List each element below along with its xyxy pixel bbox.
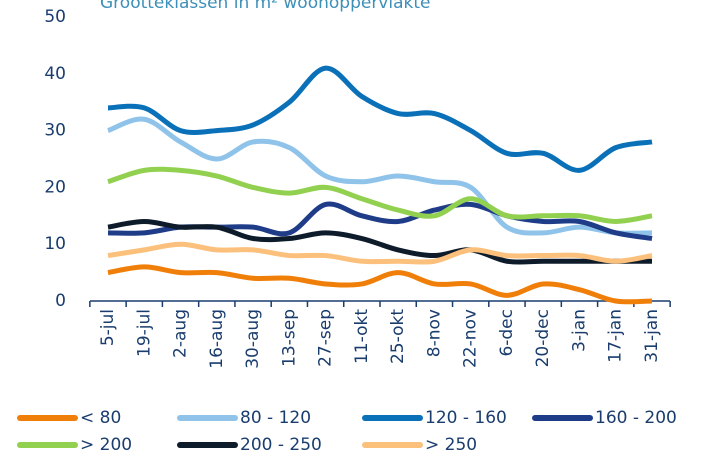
x-tick-label: 30-aug [243,309,263,369]
y-tick-label: 40 [44,64,66,84]
legend-label: 80 - 120 [240,408,311,428]
y-tick-label: 30 [44,121,66,141]
series-line [107,166,653,224]
x-tick-label: 2-aug [171,309,191,358]
chart-title: Grootteklassen in m² woonoppervlakte [100,0,430,13]
legend-label: 120 - 160 [425,408,507,428]
x-tick-label: 16-aug [207,309,227,369]
x-tick-label: 31-jan [642,309,662,363]
series-line [107,264,653,305]
x-tick-label: 25-okt [388,309,408,364]
x-tick-label: 11-okt [352,309,372,364]
x-tick-label: 5-jul [98,309,118,346]
x-tick-label: 19-jul [134,309,154,357]
y-tick-label: 50 [44,7,66,27]
series-line [107,116,653,236]
x-tick-label: 6-dec [497,309,517,357]
legend-label: 200 - 250 [240,435,322,455]
series-line [107,65,653,173]
x-tick-label: 13-sep [279,309,299,367]
x-tick-label: 22-nov [461,309,481,368]
series-line [107,241,653,265]
series-line [107,218,652,265]
legend-label: < 80 [80,408,121,428]
x-tick-label: 27-sep [316,309,336,367]
y-tick-label: 10 [44,234,66,254]
y-tick-label: 20 [44,177,66,197]
legend-label: 160 - 200 [595,408,677,428]
series-line [107,201,653,241]
y-tick-label: 0 [55,291,66,311]
x-tick-label: 8-nov [424,309,444,357]
legend-label: > 200 [80,435,132,455]
x-tick-label: 3-jan [569,309,589,352]
x-tick-label: 20-dec [533,309,553,367]
x-tick-label: 17-jan [606,309,626,363]
legend-label: > 250 [425,435,477,455]
